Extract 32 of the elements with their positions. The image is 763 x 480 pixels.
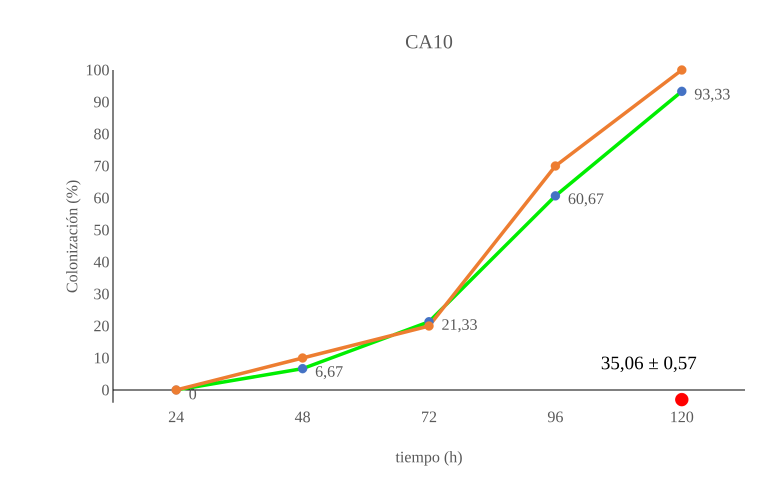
- y-tick-label: 100: [86, 64, 109, 76]
- x-tick-label: 48: [294, 412, 310, 422]
- y-tick-label: 70: [94, 160, 109, 172]
- annotation: 35,06 ± 0,57: [602, 356, 696, 372]
- point: [298, 353, 308, 363]
- data-label: 6,67: [316, 366, 343, 380]
- point: [550, 161, 560, 171]
- data-label: 0: [189, 388, 196, 400]
- y-tick-label: 10: [94, 352, 109, 364]
- data-label: 93,33: [694, 88, 730, 102]
- x-tick-label: 96: [548, 412, 563, 422]
- y-tick-label: 60: [94, 192, 109, 204]
- point: [677, 86, 687, 96]
- y-tick-label: 0: [102, 384, 109, 396]
- data-label: 21,33: [442, 319, 477, 332]
- y-tick-label: 40: [94, 256, 109, 268]
- point: [424, 321, 434, 331]
- y-tick-label: 80: [94, 128, 109, 140]
- point: [677, 65, 687, 75]
- y-tick-label: 30: [94, 288, 109, 300]
- y-tick-label: 20: [94, 320, 109, 332]
- y-axis-title: Colonización (%): [66, 180, 81, 292]
- data-label: 60,67: [568, 193, 604, 206]
- x-axis-title: tiempo (h): [396, 451, 462, 466]
- x-tick-label: 120: [671, 412, 694, 422]
- point: [550, 191, 560, 201]
- y-tick-label: 50: [94, 224, 109, 236]
- x-tick-label: 72: [422, 412, 436, 422]
- point: [298, 364, 308, 374]
- x-tick-label: 24: [168, 412, 184, 422]
- chart-title: CA10: [406, 35, 452, 49]
- y-tick-label: 90: [94, 96, 109, 108]
